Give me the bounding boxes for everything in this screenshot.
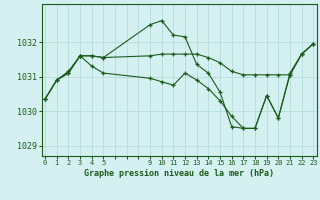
X-axis label: Graphe pression niveau de la mer (hPa): Graphe pression niveau de la mer (hPa) [84, 169, 274, 178]
